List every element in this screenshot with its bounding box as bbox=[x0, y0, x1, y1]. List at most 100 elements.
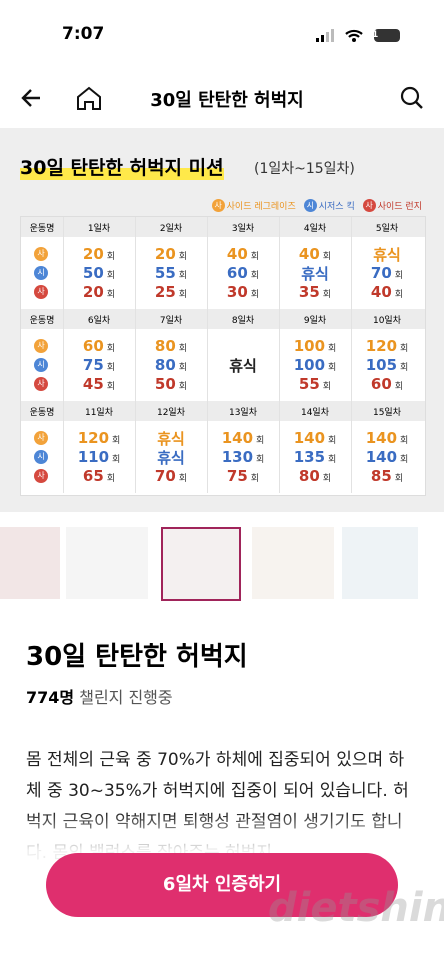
legend-icon: 시 bbox=[303, 199, 317, 212]
cell: 25 회 bbox=[135, 282, 207, 301]
cell: 휴식 bbox=[207, 355, 279, 376]
cell-unit: 회 bbox=[394, 382, 404, 392]
search[interactable] bbox=[400, 86, 420, 106]
cell-value: 60 bbox=[82, 337, 104, 355]
cell-unit: 회 bbox=[178, 363, 188, 373]
cell-value: 60 bbox=[370, 375, 392, 393]
cell: 80 회 bbox=[279, 466, 351, 485]
cell-value: 140 bbox=[365, 448, 398, 466]
day-label: 13일차 bbox=[228, 408, 257, 418]
cell-value: 130 bbox=[221, 448, 254, 466]
day-label: 10일차 bbox=[372, 316, 401, 326]
cell-unit: 회 bbox=[250, 474, 260, 484]
exercise-icon: 사 bbox=[34, 469, 48, 483]
cell: 20 회 bbox=[63, 244, 135, 263]
thumbnail[interactable] bbox=[0, 527, 60, 599]
cell-value: 휴식 bbox=[157, 449, 185, 467]
cell-value: 30 bbox=[226, 283, 248, 301]
home[interactable] bbox=[77, 86, 101, 110]
legend-label: 시저스 킥 bbox=[318, 202, 355, 212]
legend-icon: 사 bbox=[362, 199, 376, 212]
cell: 140 회 bbox=[351, 447, 423, 466]
participant-count: 774명 bbox=[26, 688, 75, 707]
day-label: 3일차 bbox=[231, 224, 255, 234]
cell: 휴식 bbox=[135, 428, 207, 449]
cell: 50 회 bbox=[135, 374, 207, 393]
thumbnail-selected[interactable] bbox=[161, 527, 241, 601]
col-divider bbox=[351, 401, 352, 493]
cell-unit: 회 bbox=[178, 474, 188, 484]
cell-unit: 회 bbox=[256, 436, 265, 446]
col-divider bbox=[135, 309, 136, 401]
cell: 70 회 bbox=[351, 263, 423, 282]
legend-item: 사 사이드 런지 bbox=[362, 199, 422, 212]
day-label: 12일차 bbox=[156, 408, 185, 418]
legend: 사 사이드 레그레이즈 시 시저스 킥 사 사이드 런지 bbox=[211, 199, 422, 212]
cell-unit: 회 bbox=[328, 455, 337, 465]
cell: 40 회 bbox=[279, 244, 351, 263]
cell-unit: 회 bbox=[322, 382, 332, 392]
day-label: 1일차 bbox=[87, 224, 111, 234]
cell: 휴식 bbox=[279, 263, 351, 284]
thumbnail[interactable] bbox=[66, 527, 148, 599]
col-divider bbox=[135, 217, 136, 309]
thumbnails bbox=[0, 527, 444, 603]
cell: 75 회 bbox=[63, 355, 135, 374]
cell-value: 80 bbox=[154, 337, 176, 355]
exercise-icon: 사 bbox=[34, 431, 48, 445]
cell-value: 140 bbox=[221, 429, 254, 447]
cell-unit: 회 bbox=[250, 271, 260, 281]
exercise-icon: 사 bbox=[34, 339, 48, 353]
cell: 135 회 bbox=[279, 447, 351, 466]
cell-unit: 회 bbox=[394, 290, 404, 300]
cell-value: 45 bbox=[82, 375, 104, 393]
day-label: 11일차 bbox=[84, 408, 113, 418]
back[interactable] bbox=[21, 89, 40, 107]
header-label: 운동명 bbox=[29, 316, 55, 326]
cell: 55 회 bbox=[279, 374, 351, 393]
cell-value: 75 bbox=[226, 467, 248, 485]
cell: 60 회 bbox=[207, 263, 279, 282]
legend-item: 사 사이드 레그레이즈 bbox=[211, 199, 296, 212]
cell: 55 회 bbox=[135, 263, 207, 282]
thumbnail[interactable] bbox=[342, 527, 418, 599]
day-label: 14일차 bbox=[300, 408, 329, 418]
mission-table: 운동명 사 시 사 1일차 20 회 50 회 20 회 2일차 20 회 55 회 25 회 3일차 40 회 60 회 3… bbox=[20, 216, 426, 496]
col-divider bbox=[63, 309, 64, 401]
cell-unit: 회 bbox=[250, 252, 260, 262]
battery: 41 bbox=[365, 30, 379, 40]
exercise-icon: 시 bbox=[34, 358, 48, 372]
cell: 120 회 bbox=[351, 336, 423, 355]
cell: 100 회 bbox=[279, 336, 351, 355]
cta-button[interactable]: 6일차 인증하기 bbox=[46, 853, 398, 917]
col-divider bbox=[63, 401, 64, 493]
mission-subtitle: (1일차~15일차) bbox=[254, 161, 355, 177]
thumbnail[interactable] bbox=[252, 527, 334, 599]
cell-value: 휴식 bbox=[229, 357, 257, 375]
cell-unit: 회 bbox=[106, 271, 116, 281]
cell: 30 회 bbox=[207, 282, 279, 301]
product-title: 30일 탄탄한 허벅지 bbox=[26, 642, 248, 672]
col-divider bbox=[351, 309, 352, 401]
cell-value: 80 bbox=[154, 356, 176, 374]
cell-unit: 회 bbox=[328, 436, 337, 446]
cell-value: 40 bbox=[298, 245, 320, 263]
cell-unit: 회 bbox=[106, 252, 116, 262]
cell-unit: 회 bbox=[400, 436, 409, 446]
cell-unit: 회 bbox=[178, 290, 188, 300]
cell-value: 60 bbox=[226, 264, 248, 282]
cell-value: 휴식 bbox=[301, 265, 329, 283]
col-divider bbox=[207, 217, 208, 309]
cell-unit: 회 bbox=[178, 382, 188, 392]
day-label: 6일차 bbox=[87, 316, 111, 326]
cell-unit: 회 bbox=[106, 344, 116, 354]
nav-icons bbox=[21, 86, 423, 110]
cell-unit: 회 bbox=[106, 382, 116, 392]
cell: 휴식 bbox=[351, 244, 423, 265]
legend-label: 사이드 런지 bbox=[377, 202, 422, 212]
cell: 140 회 bbox=[351, 428, 423, 447]
cell-value: 120 bbox=[365, 337, 398, 355]
cell-value: 55 bbox=[154, 264, 176, 282]
cell-unit: 회 bbox=[394, 474, 404, 484]
cell-value: 40 bbox=[226, 245, 248, 263]
